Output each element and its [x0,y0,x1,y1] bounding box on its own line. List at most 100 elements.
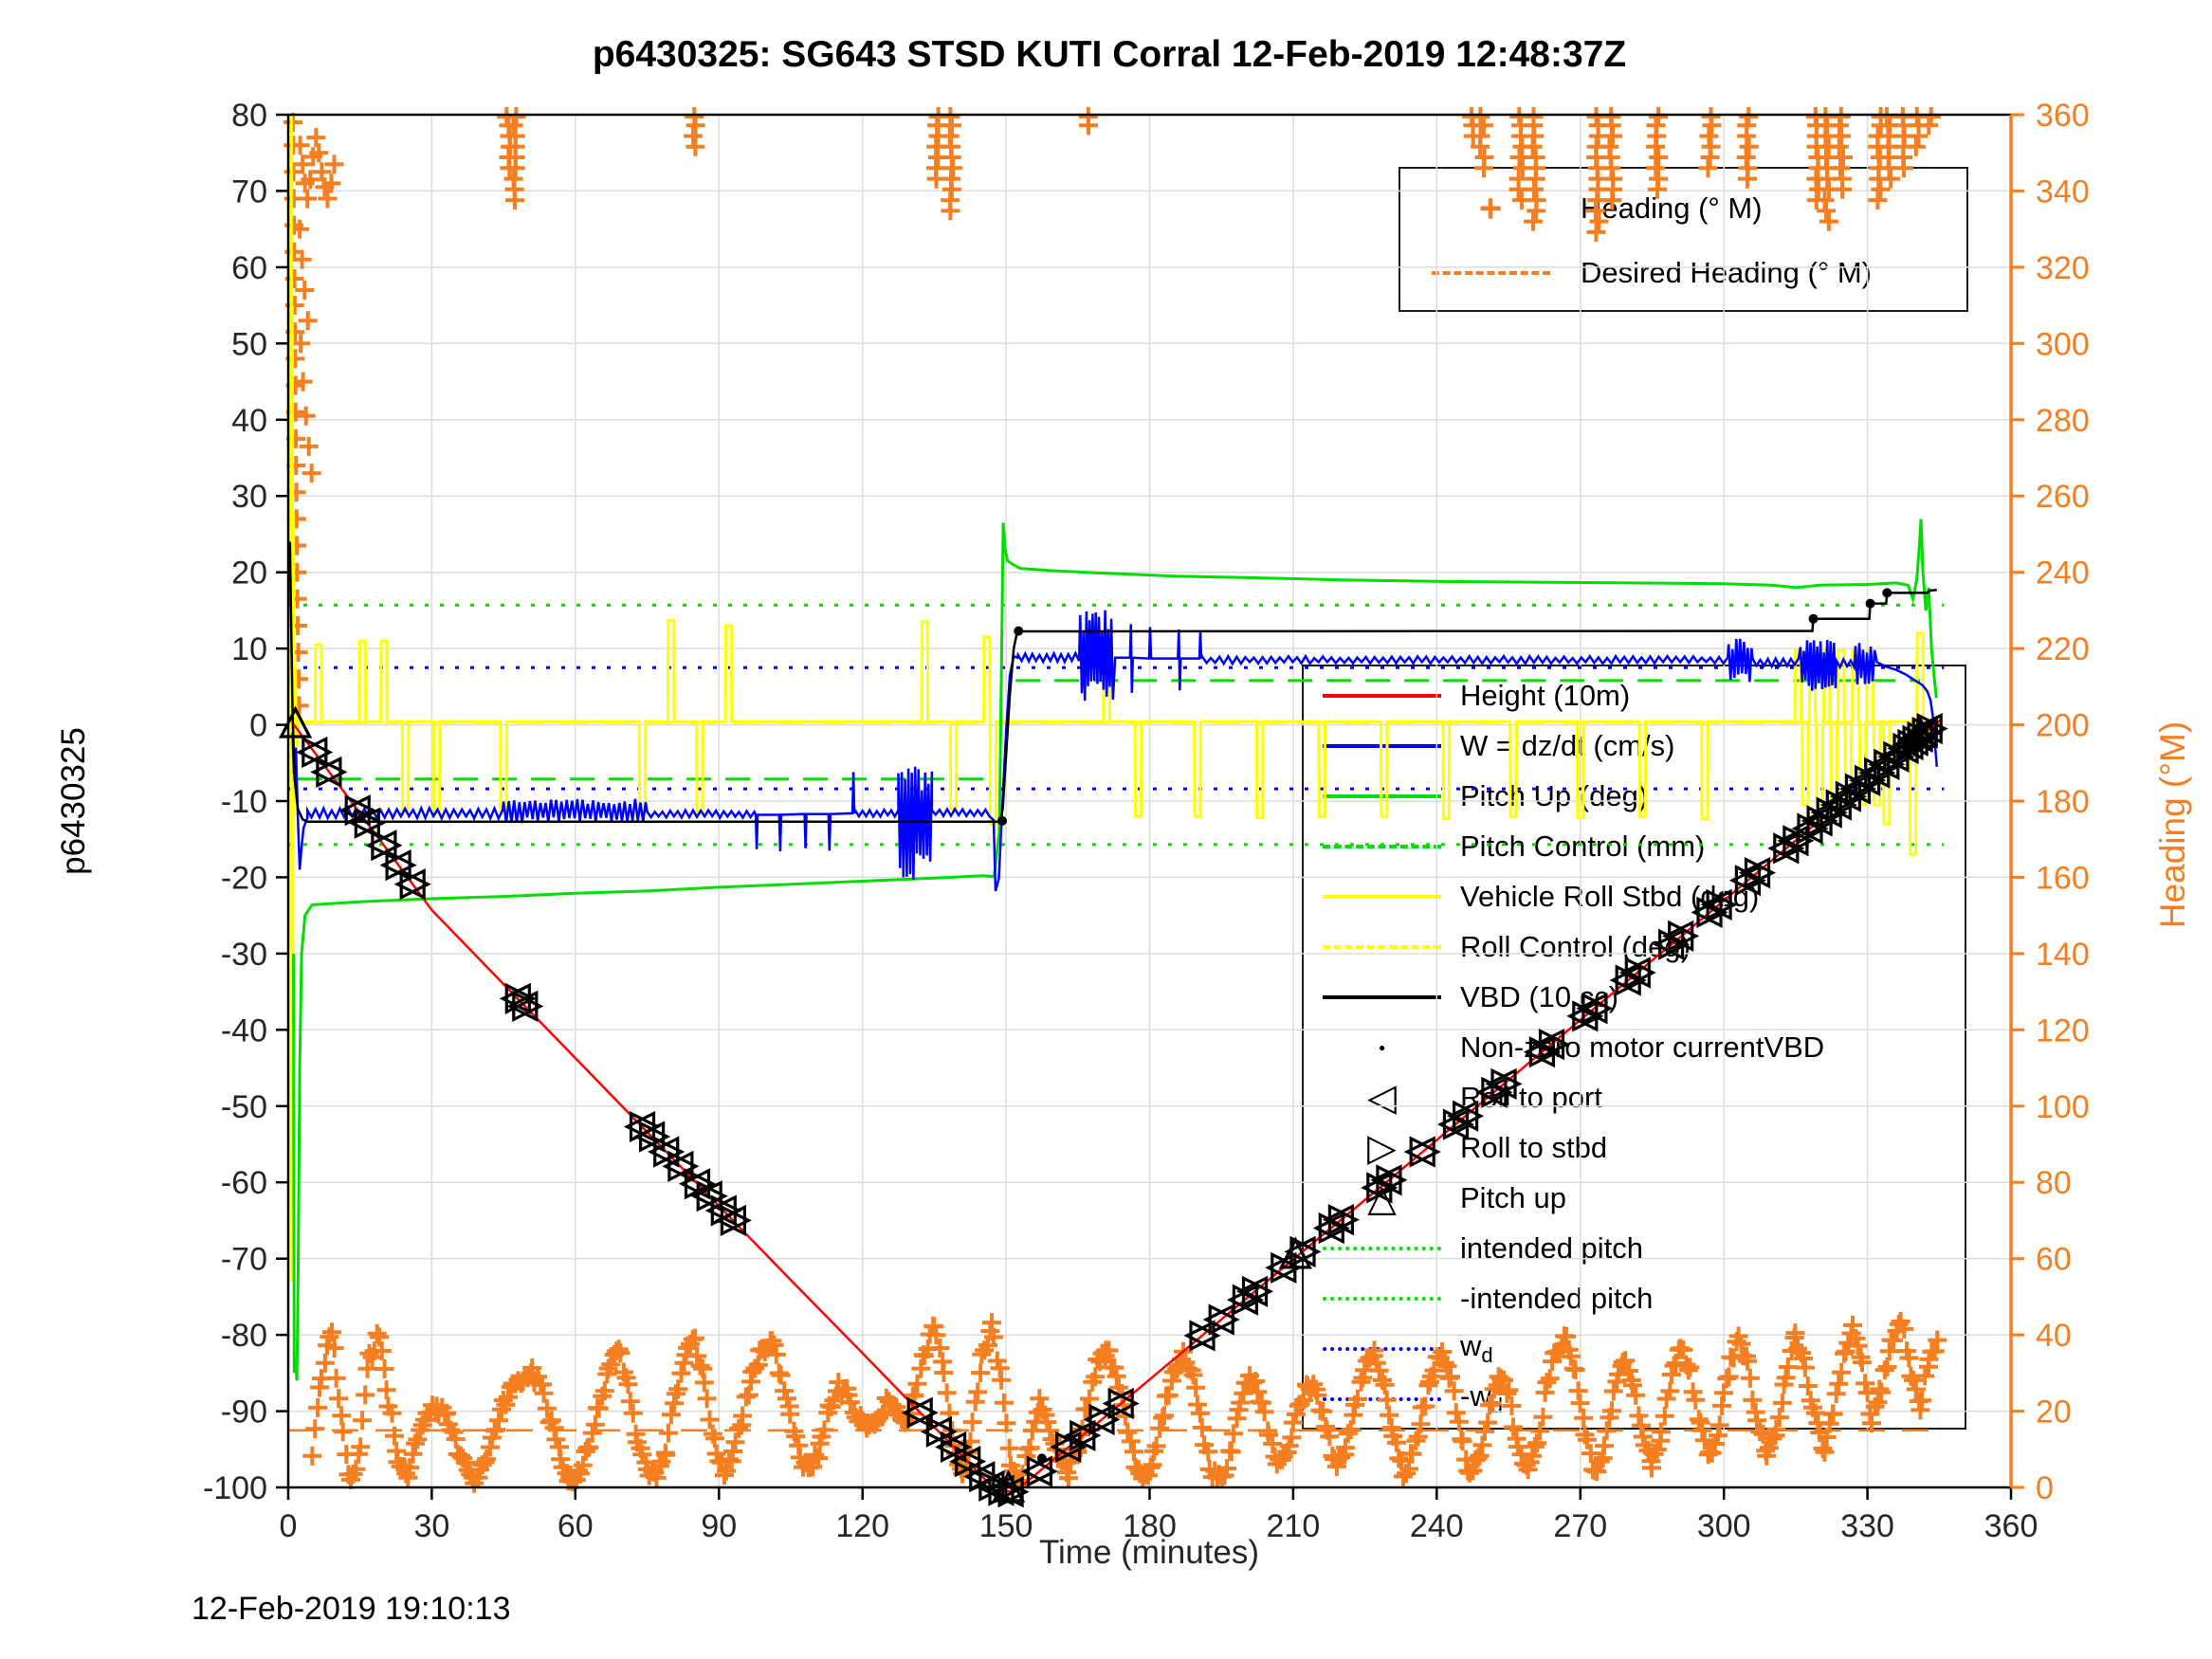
svg-text:120: 120 [2036,1012,2090,1048]
legend-heading-row-1: Desired Heading (° M) [1400,241,1966,305]
line-sample-swatch [1304,793,1460,798]
svg-text:100: 100 [2036,1089,2090,1125]
svg-text:270: 270 [1553,1508,1607,1544]
svg-text:160: 160 [2036,860,2090,896]
svg-text:90: 90 [701,1508,737,1544]
tri-right-marker-icon: ▷ [1367,1126,1397,1169]
svg-text:220: 220 [2036,631,2090,667]
svg-text:0: 0 [280,1508,298,1544]
svg-text:20: 20 [2036,1395,2072,1431]
svg-text:-90: -90 [221,1395,267,1431]
svg-text:-60: -60 [221,1165,267,1201]
legend-main-label: Pitch up [1460,1180,1567,1214]
legend-main-label: Pitch Up (deg) [1460,778,1649,812]
legend-main-label: Non-zero motor currentVBD [1460,1030,1825,1064]
legend-main-row-0: Height (10m) [1304,670,1965,720]
legend-heading-label: Desired Heading (° M) [1581,256,1873,289]
y-axis-label-right: Heading (°M) [2153,720,2192,929]
legend-main: Height (10m) W = dz/dt (cm/s) Pitch Up (de… [1302,665,1966,1430]
dash-sample-swatch [1304,844,1460,848]
legend-main-row-4: Vehicle Roll Stbd (deg) [1304,871,1965,921]
dash-sample-swatch [1400,271,1581,275]
svg-text:0: 0 [249,708,267,744]
legend-main-row-2: Pitch Up (deg) [1304,771,1965,821]
legend-main-label: Height (10m) [1460,678,1631,712]
legend-main-row-3: Pitch Control (mm) [1304,821,1965,871]
y-axis-label-left: p6430325 [55,727,92,875]
svg-text:320: 320 [2036,250,2090,286]
legend-main-row-14: -wd [1304,1374,1965,1424]
svg-text:30: 30 [231,479,267,515]
legend-main-row-6: VBD (10 cc) [1304,972,1965,1022]
legend-main-row-7: ● Non-zero motor currentVBD [1304,1022,1965,1072]
legend-main-label: Roll to stbd [1460,1130,1608,1164]
legend-main-label: Roll to port [1460,1080,1602,1114]
svg-text:180: 180 [2036,784,2090,820]
svg-text:330: 330 [1840,1508,1894,1544]
svg-text:-20: -20 [221,860,267,896]
legend-heading-row-0: + Heading (° M) [1400,176,1966,241]
svg-text:60: 60 [231,250,267,286]
legend-main-row-5: Roll Control (deg) [1304,921,1965,972]
legend-main-label: Roll Control (deg) [1460,929,1691,963]
svg-text:240: 240 [2036,556,2090,592]
dotted-sample-swatch [1304,1296,1460,1301]
svg-text:50: 50 [231,326,267,362]
svg-text:60: 60 [2036,1242,2072,1278]
line-sample-swatch [1304,693,1460,698]
svg-text:360: 360 [2036,98,2090,134]
line-sample-swatch [1304,994,1460,999]
chart-title: p6430325: SG643 STSD KUTI Corral 12-Feb-… [592,34,1627,75]
legend-main-label: W = dz/dt (cm/s) [1460,728,1675,762]
legend-main-row-8: ◁ Roll to port [1304,1072,1965,1122]
svg-text:300: 300 [2036,326,2090,362]
legend-main-row-12: -intended pitch [1304,1273,1965,1323]
legend-main-row-10: △ Pitch up [1304,1173,1965,1223]
svg-text:80: 80 [231,98,267,134]
legend-main-row-11: intended pitch [1304,1223,1965,1273]
svg-text:-40: -40 [221,1012,267,1048]
series-heading-start-burst [283,113,344,716]
dotted-sample-swatch [1304,1346,1460,1351]
svg-text:10: 10 [231,631,267,667]
legend-main-label: VBD (10 cc) [1460,979,1619,1013]
line-sample-swatch [1304,743,1460,748]
legend-main-label: wd [1460,1328,1493,1368]
svg-text:20: 20 [231,556,267,592]
plus-marker-icon: + [1478,186,1503,230]
legend-main-row-9: ▷ Roll to stbd [1304,1122,1965,1173]
svg-text:260: 260 [2036,479,2090,515]
x-axis-label: Time (minutes) [1038,1534,1260,1571]
dotted-sample-swatch [1304,1246,1460,1250]
legend-main-label: -intended pitch [1460,1281,1654,1315]
tri-left-marker-icon: ◁ [1367,1076,1397,1119]
footer-datetime: 12-Feb-2019 19:10:13 [192,1591,511,1627]
svg-text:-30: -30 [221,937,267,973]
svg-text:-70: -70 [221,1242,267,1278]
svg-text:-50: -50 [221,1089,267,1125]
legend-main-row-13: wd [1304,1323,1965,1374]
svg-text:300: 300 [1697,1508,1751,1544]
legend-main-label: -wd [1460,1378,1503,1418]
legend-main-row-1: W = dz/dt (cm/s) [1304,720,1965,771]
svg-text:40: 40 [2036,1318,2072,1354]
svg-text:30: 30 [413,1508,449,1544]
svg-text:-10: -10 [221,784,267,820]
svg-text:-100: -100 [203,1470,267,1506]
legend-main-label: intended pitch [1460,1231,1644,1265]
svg-text:0: 0 [2036,1470,2054,1506]
dash-sample-swatch [1304,944,1460,949]
svg-text:-80: -80 [221,1318,267,1354]
legend-main-label: Vehicle Roll Stbd (deg) [1460,879,1760,913]
legend-heading-label: Heading (° M) [1581,191,1763,225]
svg-text:140: 140 [2036,937,2090,973]
svg-text:60: 60 [558,1508,594,1544]
svg-text:200: 200 [2036,708,2090,744]
svg-text:80: 80 [2036,1165,2072,1201]
line-sample-swatch [1304,894,1460,899]
svg-text:280: 280 [2036,403,2090,439]
svg-text:70: 70 [231,173,267,210]
svg-text:40: 40 [231,403,267,439]
tri-up-marker-icon: △ [1367,1176,1397,1219]
